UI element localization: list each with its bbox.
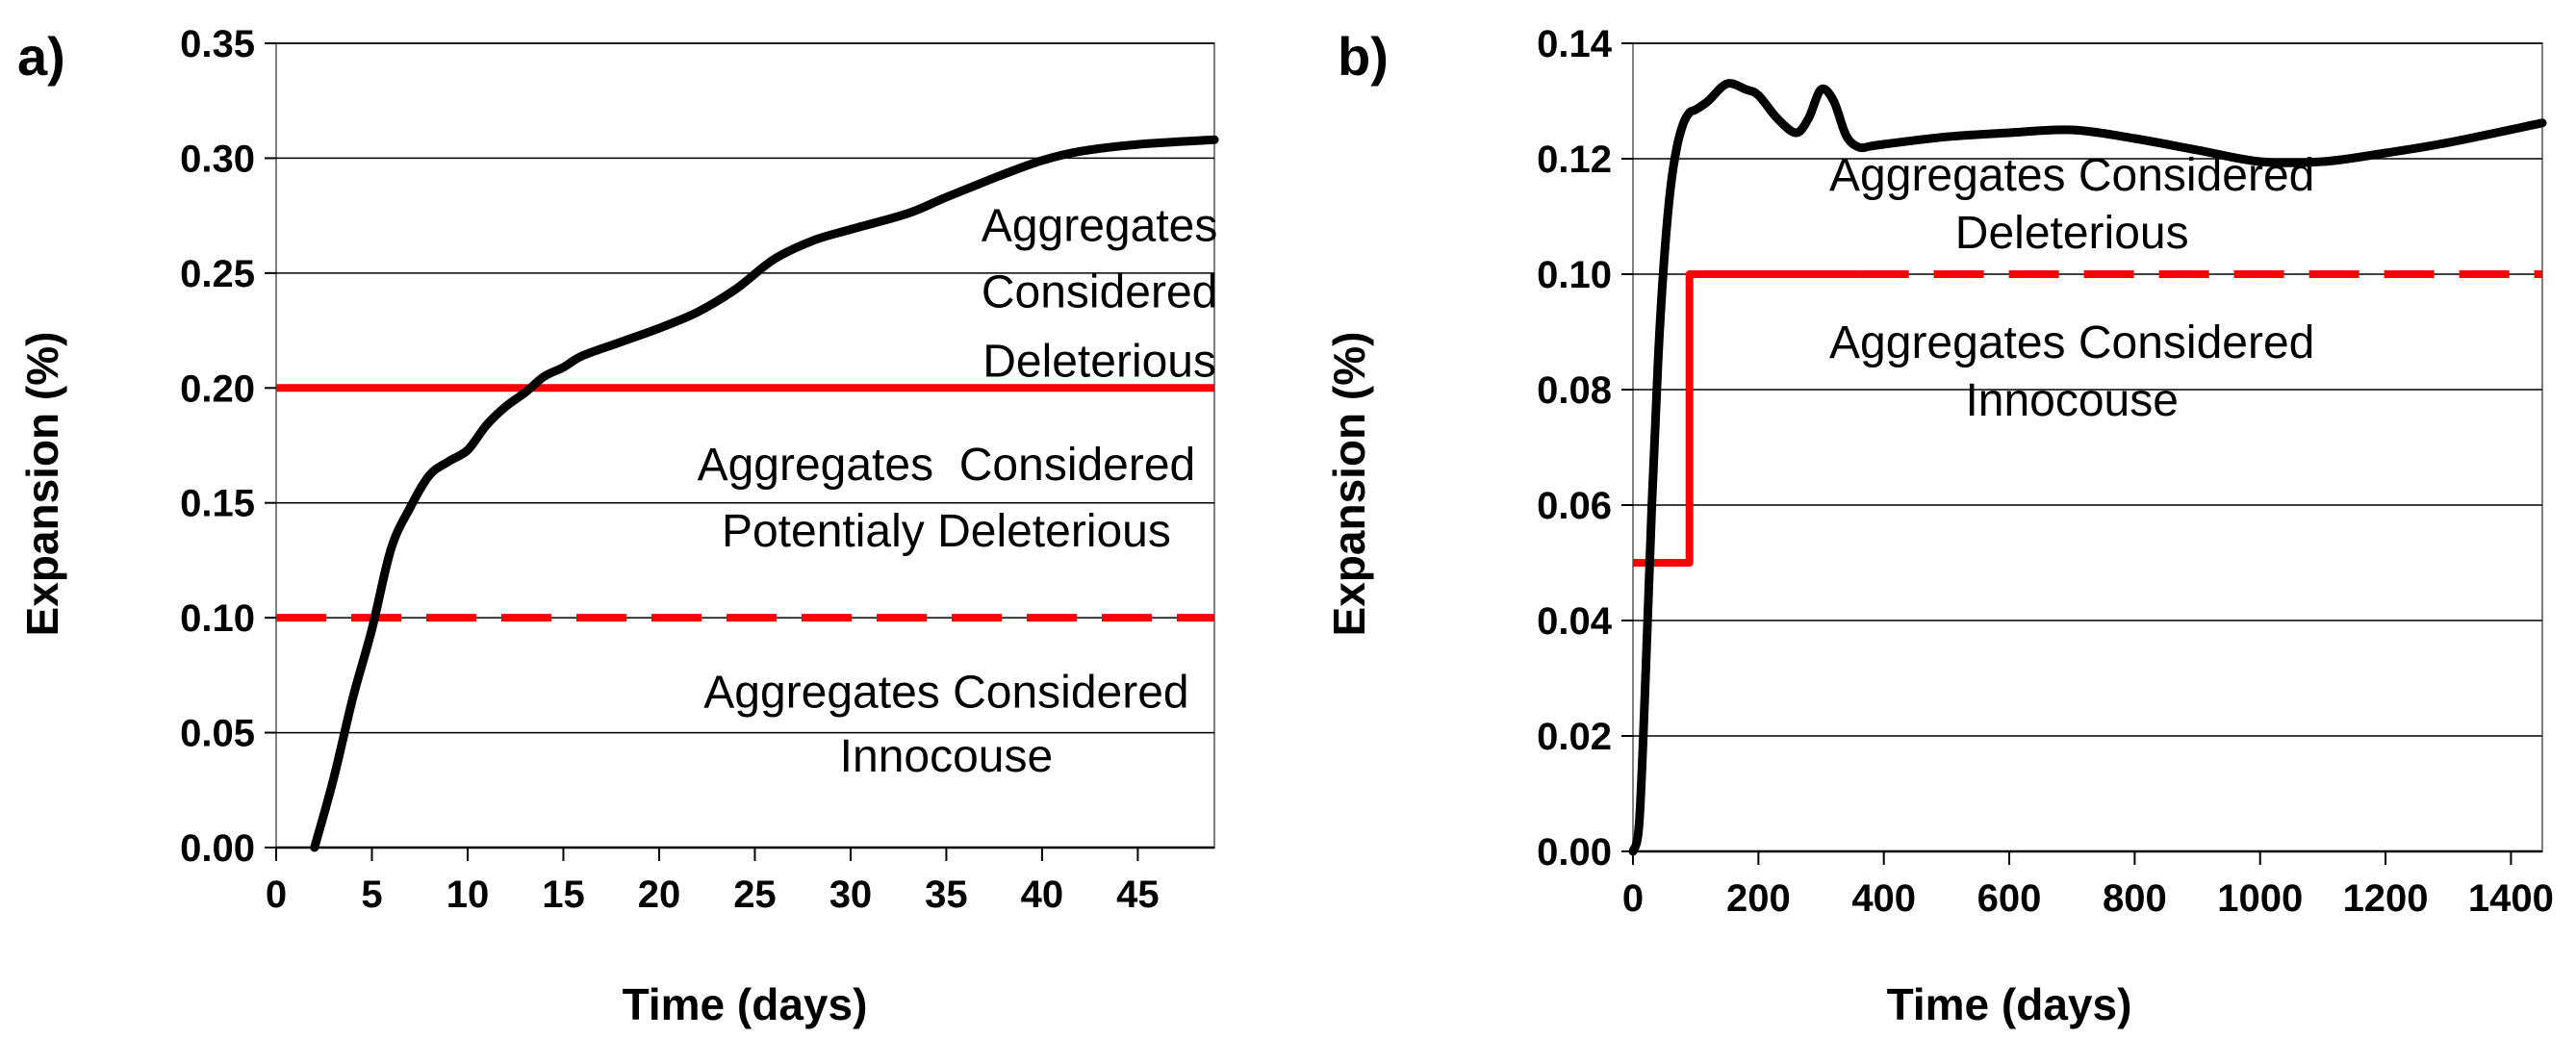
chart-b-x-tick-label: 400 <box>1851 877 1916 920</box>
chart-a-y-tick-label: 0.15 <box>180 483 255 525</box>
chart-b-x-tick-label: 1200 <box>2343 877 2429 920</box>
chart-a: a) Expansion (%) Time (days) 0.00 0.05 0.1… <box>17 23 1219 1029</box>
chart-a-x-tick-label: 40 <box>1021 874 1064 916</box>
chart-a-x-tick-label: 30 <box>829 874 873 916</box>
chart-b-x-tick-label: 1000 <box>2217 877 2303 920</box>
chart-a-annotation: Aggregates <box>982 200 1218 251</box>
chart-b-annotation: Innocouse <box>1965 375 2179 426</box>
chart-b-x-tick-label: 200 <box>1726 877 1791 920</box>
chart-b-y-axis-label: Expansion (%) <box>1324 332 1374 637</box>
chart-b-expansion-curve <box>1628 79 2547 856</box>
chart-a-x-tick-label: 25 <box>733 874 777 916</box>
chart-a-annotation: Aggregates Considered <box>703 667 1188 718</box>
chart-b-x-tick-label: 800 <box>2103 877 2167 920</box>
chart-a-x-tick-label: 15 <box>542 874 585 916</box>
chart-b-solid-limit-line <box>1633 270 1859 567</box>
chart-b-y-tick-label: 0.10 <box>1537 254 1612 296</box>
chart-a-x-axis-label: Time (days) <box>623 979 868 1029</box>
chart-a-expansion-curve <box>310 135 1219 852</box>
chart-a-y-tick-label: 0.00 <box>180 827 255 870</box>
chart-b-annotation: Aggregates Considered <box>1829 150 2314 201</box>
chart-a-x-tick-label: 45 <box>1116 874 1160 916</box>
chart-b-x-tick-label: 600 <box>1977 877 2042 920</box>
chart-b-annotation: Deleterious <box>1955 208 2189 259</box>
chart-b: b) Expansion (%) Time (days) 0.00 0.02 0.0… <box>1324 23 2554 1029</box>
chart-a-y-tick-label: 0.25 <box>180 253 255 295</box>
chart-a-annotation: Aggregates Considered <box>698 440 1196 491</box>
chart-b-y-tick-label: 0.04 <box>1537 600 1613 643</box>
chart-a-y-tick-label: 0.10 <box>180 597 255 640</box>
chart-a-x-tick-label: 5 <box>361 874 382 916</box>
chart-b-y-tick-label: 0.06 <box>1537 485 1612 527</box>
chart-b-annotation: Aggregates Considered <box>1829 317 2314 368</box>
chart-b-panel-label: b) <box>1338 26 1389 87</box>
chart-a-x-tick-label: 10 <box>446 874 490 916</box>
chart-b-x-tick-label: 0 <box>1622 877 1644 920</box>
chart-a-y-tick-label: 0.20 <box>180 367 255 410</box>
chart-a-y-tick-label: 0.35 <box>180 23 255 65</box>
chart-b-y-tick-label: 0.12 <box>1537 139 1612 181</box>
chart-a-y-axis-label: Expansion (%) <box>17 332 67 637</box>
chart-a-y-tick-label: 0.05 <box>180 713 255 755</box>
chart-a-panel-label: a) <box>17 26 65 87</box>
chart-a-annotation: Innocouse <box>840 731 1054 782</box>
chart-b-y-tick-label: 0.02 <box>1537 716 1612 758</box>
chart-a-y-tick-label: 0.30 <box>180 138 255 180</box>
chart-b-y-tick-label: 0.14 <box>1537 23 1613 65</box>
chart-a-annotation: Deleterious <box>982 336 1216 387</box>
chart-b-x-axis-label: Time (days) <box>1887 979 2132 1029</box>
chart-a-x-tick-label: 0 <box>266 874 287 916</box>
chart-b-x-tick-label: 1400 <box>2468 877 2554 920</box>
chart-a-x-tick-label: 20 <box>638 874 681 916</box>
chart-a-x-tick-label: 35 <box>925 874 968 916</box>
chart-a-annotation: Potentialy Deleterious <box>722 506 1171 557</box>
chart-b-y-tick-label: 0.08 <box>1537 369 1612 412</box>
chart-b-y-tick-label: 0.00 <box>1537 831 1612 874</box>
chart-a-annotation: Considered <box>982 267 1217 318</box>
